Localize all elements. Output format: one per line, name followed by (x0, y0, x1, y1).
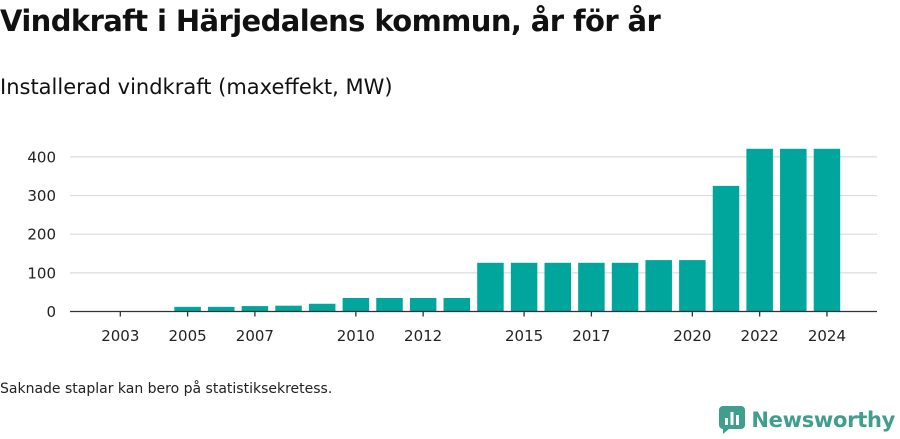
footnote: Saknade staplar kan bero på statistiksek… (0, 381, 333, 397)
bar (746, 148, 773, 312)
x-tick-label: 2005 (169, 327, 207, 345)
x-tick-label: 2017 (572, 327, 610, 345)
bar (443, 297, 471, 312)
bar (813, 148, 841, 312)
bar (477, 262, 504, 312)
chart-title: Vindkraft i Härjedalens kommun, år för å… (0, 4, 661, 38)
y-tick-label: 300 (27, 187, 56, 205)
bar (241, 306, 269, 312)
bar (510, 262, 538, 312)
bar (679, 260, 706, 312)
bar (174, 306, 201, 312)
bar (342, 297, 370, 312)
x-tick-label: 2022 (741, 327, 779, 345)
brand-name: Newsworthy (751, 408, 895, 432)
x-tick-label: 2024 (808, 327, 846, 345)
brand-logo: Newsworthy (719, 406, 895, 434)
x-tick-label: 2007 (236, 327, 274, 345)
y-tick-label: 200 (27, 226, 56, 244)
bar (544, 262, 571, 312)
bar (578, 262, 605, 312)
y-tick-label: 400 (27, 148, 56, 166)
x-tick-label: 2010 (337, 327, 375, 345)
bar (308, 303, 336, 312)
bar (275, 305, 302, 312)
bar (409, 297, 437, 312)
x-tick-label: 2015 (505, 327, 543, 345)
y-tick-label: 100 (27, 264, 56, 282)
y-tick-label: 0 (46, 303, 56, 321)
bar (208, 306, 235, 312)
newsworthy-logo-icon (719, 406, 746, 434)
bar (645, 260, 672, 312)
x-tick-label: 2020 (673, 327, 711, 345)
bar (780, 148, 807, 312)
bar (712, 185, 740, 312)
x-tick-label: 2012 (404, 327, 442, 345)
bar-chart: 0 100 200 300 400 2003 2005 2007 2010 2012 2015 201… (27, 148, 877, 345)
x-tick-label: 2003 (101, 327, 139, 345)
bar (376, 297, 403, 312)
bar (611, 262, 639, 312)
chart-subtitle: Installerad vindkraft (maxeffekt, MW) (0, 75, 393, 99)
